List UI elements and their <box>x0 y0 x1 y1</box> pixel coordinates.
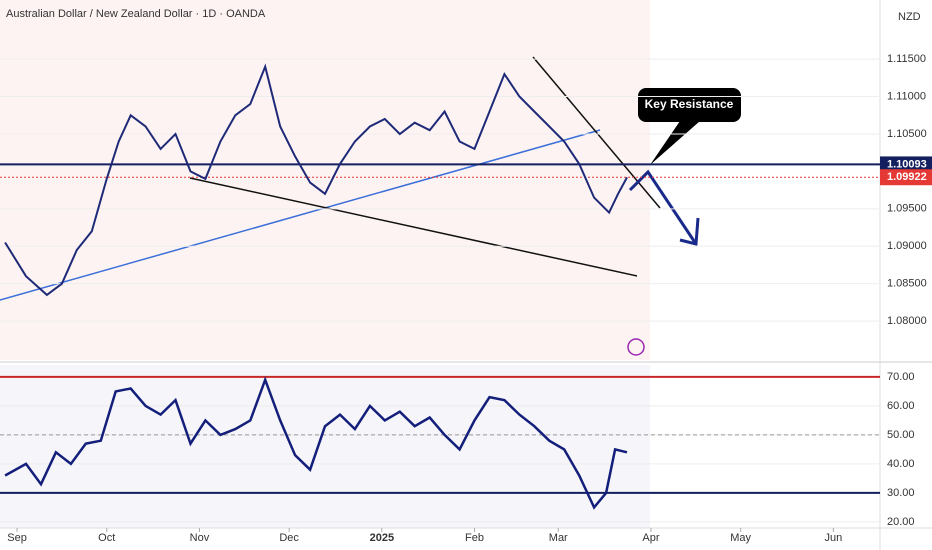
y-tick-label: 1.09500 <box>887 203 927 215</box>
x-tick-label: Mar <box>549 532 568 544</box>
y-tick-label: 50.00 <box>887 429 915 441</box>
series-line <box>4 63 628 297</box>
event-icon <box>627 338 645 356</box>
x-tick-label: Oct <box>98 532 115 544</box>
x-tick-label: May <box>730 532 751 544</box>
rsi-background <box>0 365 650 528</box>
x-tick-label: 2025 <box>370 532 394 544</box>
y-tick-label: 1.11500 <box>887 53 926 65</box>
currency: NZD <box>898 11 921 23</box>
pane-background <box>0 0 650 360</box>
price-label: 1.10093 <box>887 158 927 170</box>
price-label-bg <box>880 169 932 186</box>
y-tick-label: 1.08500 <box>887 278 927 290</box>
x-tick-label: Feb <box>465 532 484 544</box>
annotation: Key Resistance <box>645 97 734 111</box>
x-tick-label: Apr <box>642 532 659 544</box>
x-tick-label: Nov <box>190 532 210 544</box>
y-tick-label: 1.09000 <box>887 240 927 252</box>
price-label-bg <box>880 156 932 173</box>
y-tick-label: 20.00 <box>887 516 915 528</box>
y-tick-label: 1.08000 <box>887 315 927 327</box>
x-tick-label: Sep <box>7 532 27 544</box>
series-line <box>4 376 628 510</box>
x-tick-label: Jun <box>824 532 842 544</box>
x-tick-label: Dec <box>279 532 299 544</box>
y-tick-label: 1.10500 <box>887 128 927 140</box>
trend-line <box>189 177 638 277</box>
y-tick-label: 1.11000 <box>887 90 926 102</box>
forecast-arrow <box>628 169 698 245</box>
trend-line <box>0 129 601 301</box>
y-tick-label: 70.00 <box>887 371 915 383</box>
y-tick-label: 30.00 <box>887 487 915 499</box>
chart-title: Australian Dollar / New Zealand Dollar ·… <box>6 8 266 20</box>
price-label: 1.09922 <box>887 171 927 183</box>
annotation-pointer <box>650 121 700 165</box>
y-tick-label: 40.00 <box>887 458 915 470</box>
y-tick-label: 60.00 <box>887 400 915 412</box>
arrow-head <box>679 217 700 246</box>
